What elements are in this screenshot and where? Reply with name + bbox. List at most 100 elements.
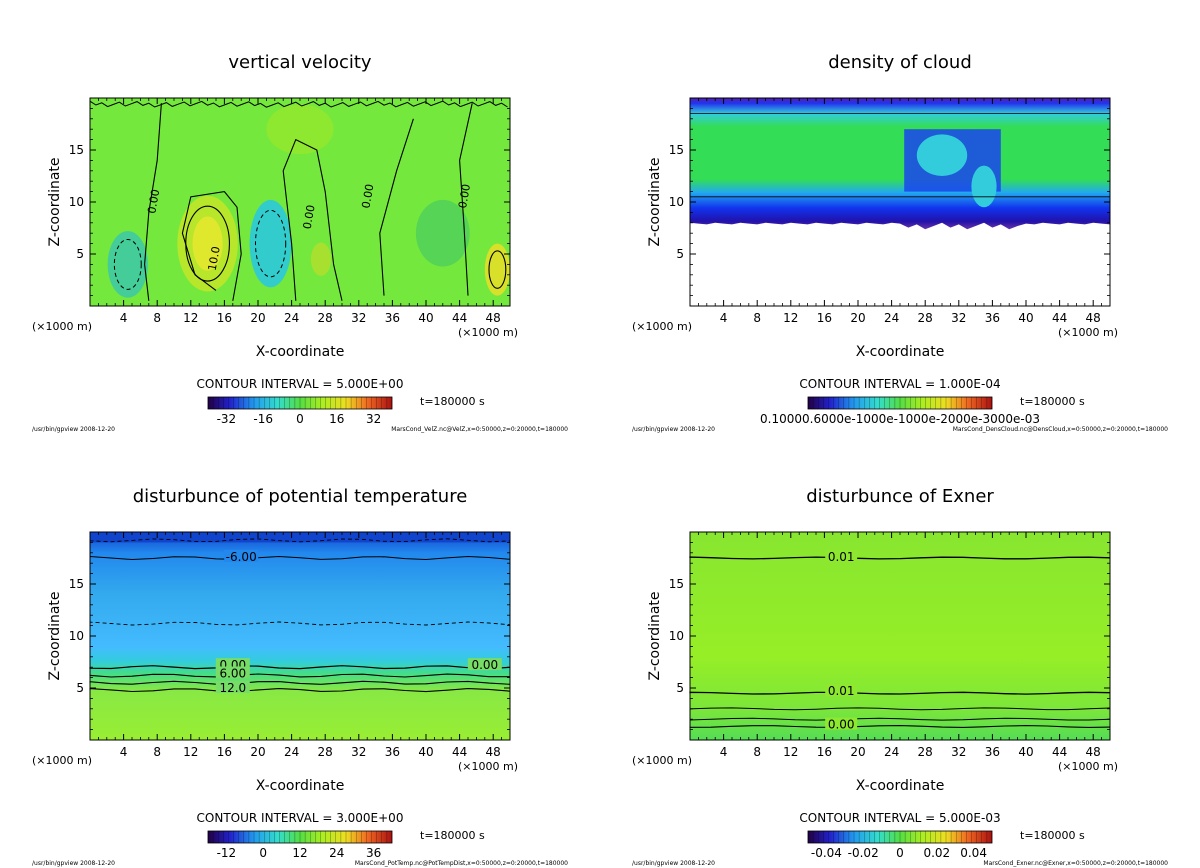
x-axis-label: X-coordinate <box>856 778 945 794</box>
footer-source: MarsCond_Exner.nc@Exner,x=0:50000,z=0:20… <box>983 860 1168 867</box>
colorbar-tick-label: 0 <box>259 846 267 860</box>
contour-line <box>689 725 1111 728</box>
x-tick-label: 36 <box>985 311 1000 325</box>
footer-command: /usr/bin/gpview 2008-12-20 <box>32 860 115 867</box>
downdraft-left <box>107 231 148 298</box>
colorbar-tick-label: 36 <box>366 846 381 860</box>
time-label: t=180000 s <box>1020 395 1085 408</box>
top-layer <box>90 532 510 543</box>
contour-line-dashed <box>113 238 142 290</box>
x-tick-label: 36 <box>985 745 1000 759</box>
x-tick-label: 20 <box>250 311 265 325</box>
y-tick-label: 10 <box>69 629 84 643</box>
y-tick-label: 5 <box>76 681 84 695</box>
x-tick-label: 32 <box>951 311 966 325</box>
contour-label: 6.00 <box>219 666 246 680</box>
contour-label-bg <box>215 681 250 694</box>
x-axis-label: X-coordinate <box>256 344 345 360</box>
y-tick-label: 5 <box>676 247 684 261</box>
y-tick-label: 10 <box>69 195 84 209</box>
contour-label-bg <box>825 684 858 697</box>
field-background <box>690 532 1110 740</box>
x-axis-label: X-coordinate <box>856 344 945 360</box>
colorbar-tick-label: 0.02 <box>923 846 950 860</box>
contour-label: 0.01 <box>828 550 855 564</box>
contour-label: 12.0 <box>219 681 246 695</box>
x-tick-label: 36 <box>385 311 400 325</box>
x-tick-label: 40 <box>418 745 433 759</box>
weak-downdraft <box>415 199 470 267</box>
contour-label: 0.00 <box>145 188 162 214</box>
x-unit-label: (×1000 m) <box>458 326 518 339</box>
x-tick-label: 20 <box>850 311 865 325</box>
x-tick-label: 28 <box>318 745 333 759</box>
x-tick-label: 4 <box>720 745 728 759</box>
x-tick-label: 4 <box>720 311 728 325</box>
x-tick-label: 48 <box>1086 311 1101 325</box>
contour-label: -6.00 <box>226 550 257 564</box>
contour-label: 10.0 <box>206 245 223 271</box>
x-tick-label: 4 <box>120 745 128 759</box>
contour-line-top <box>89 100 508 108</box>
colorbar-tick-label: -0.02 <box>848 846 879 860</box>
contour-line <box>89 680 511 685</box>
contour-interval: CONTOUR INTERVAL = 1.000E-04 <box>799 377 1000 391</box>
x-tick-label: 24 <box>884 311 899 325</box>
panel-3: disturbunce of potential temperature -6.0… <box>32 486 568 867</box>
footer-command: /usr/bin/gpview 2008-12-20 <box>32 426 115 433</box>
contour-line <box>89 555 511 561</box>
colorbar-tick-label: 12 <box>292 846 307 860</box>
x-tick-label: 48 <box>486 745 501 759</box>
footer-source: MarsCond_DensCloud.nc@DensCloud,x=0:5000… <box>953 426 1168 433</box>
contour-interval: CONTOUR INTERVAL = 3.000E+00 <box>197 811 404 825</box>
contour-label: 0.00 <box>301 204 318 230</box>
x-tick-label: 40 <box>1018 311 1033 325</box>
contour-line <box>689 707 1111 711</box>
upper-updraft <box>266 104 334 155</box>
contour-line <box>144 103 162 301</box>
colorbar-tick-label: 16 <box>329 412 344 426</box>
colorbar-tick-label: 24 <box>329 846 344 860</box>
x-tick-label: 16 <box>817 745 832 759</box>
colorbar-tick-label: -16 <box>253 412 273 426</box>
x-tick-label: 36 <box>385 745 400 759</box>
x-unit-label: (×1000 m) <box>1058 326 1118 339</box>
heatmap-field <box>690 98 1110 306</box>
x-tick-label: 20 <box>250 745 265 759</box>
x-tick-label: 28 <box>318 311 333 325</box>
x-tick-label: 8 <box>753 311 761 325</box>
y-tick-label: 15 <box>669 143 684 157</box>
x-tick-label: 16 <box>817 311 832 325</box>
contour-interval: CONTOUR INTERVAL = 5.000E-03 <box>799 811 1000 825</box>
x-tick-label: 20 <box>850 745 865 759</box>
x-tick-label: 32 <box>351 745 366 759</box>
contour-line <box>488 250 507 289</box>
y-axis-label: Z-coordinate <box>647 157 663 246</box>
contour-line <box>181 191 242 301</box>
x-tick-label: 48 <box>486 311 501 325</box>
heatmap-field: 0.00 0.00 0.00 0.00 10.0 <box>89 98 510 306</box>
x-tick-label: 8 <box>153 311 161 325</box>
colorbar-tick-label: 0.04 <box>960 846 987 860</box>
contour-line-dashed <box>254 209 287 278</box>
x-tick-label: 48 <box>1086 745 1101 759</box>
contour-line <box>89 665 511 670</box>
contour-label: 0.00 <box>456 183 473 209</box>
y-tick-label: 10 <box>669 195 684 209</box>
x-tick-label: 24 <box>284 311 299 325</box>
chart-title: density of cloud <box>828 52 972 73</box>
x-tick-label: 32 <box>951 745 966 759</box>
contour-line <box>459 103 473 296</box>
contour-label: 0.00 <box>471 658 498 672</box>
x-tick-label: 16 <box>217 745 232 759</box>
x-unit-label: (×1000 m) <box>632 320 692 333</box>
contour-label-bg <box>224 550 259 562</box>
y-tick-label: 5 <box>76 247 84 261</box>
x-tick-label: 44 <box>452 311 467 325</box>
updraft-small <box>310 242 332 276</box>
contour-label-bg <box>825 717 858 730</box>
footer-source: MarsCond_PotTemp.nc@PotTempDist,x=0:5000… <box>355 860 568 867</box>
x-unit-label: (×1000 m) <box>1058 760 1118 773</box>
